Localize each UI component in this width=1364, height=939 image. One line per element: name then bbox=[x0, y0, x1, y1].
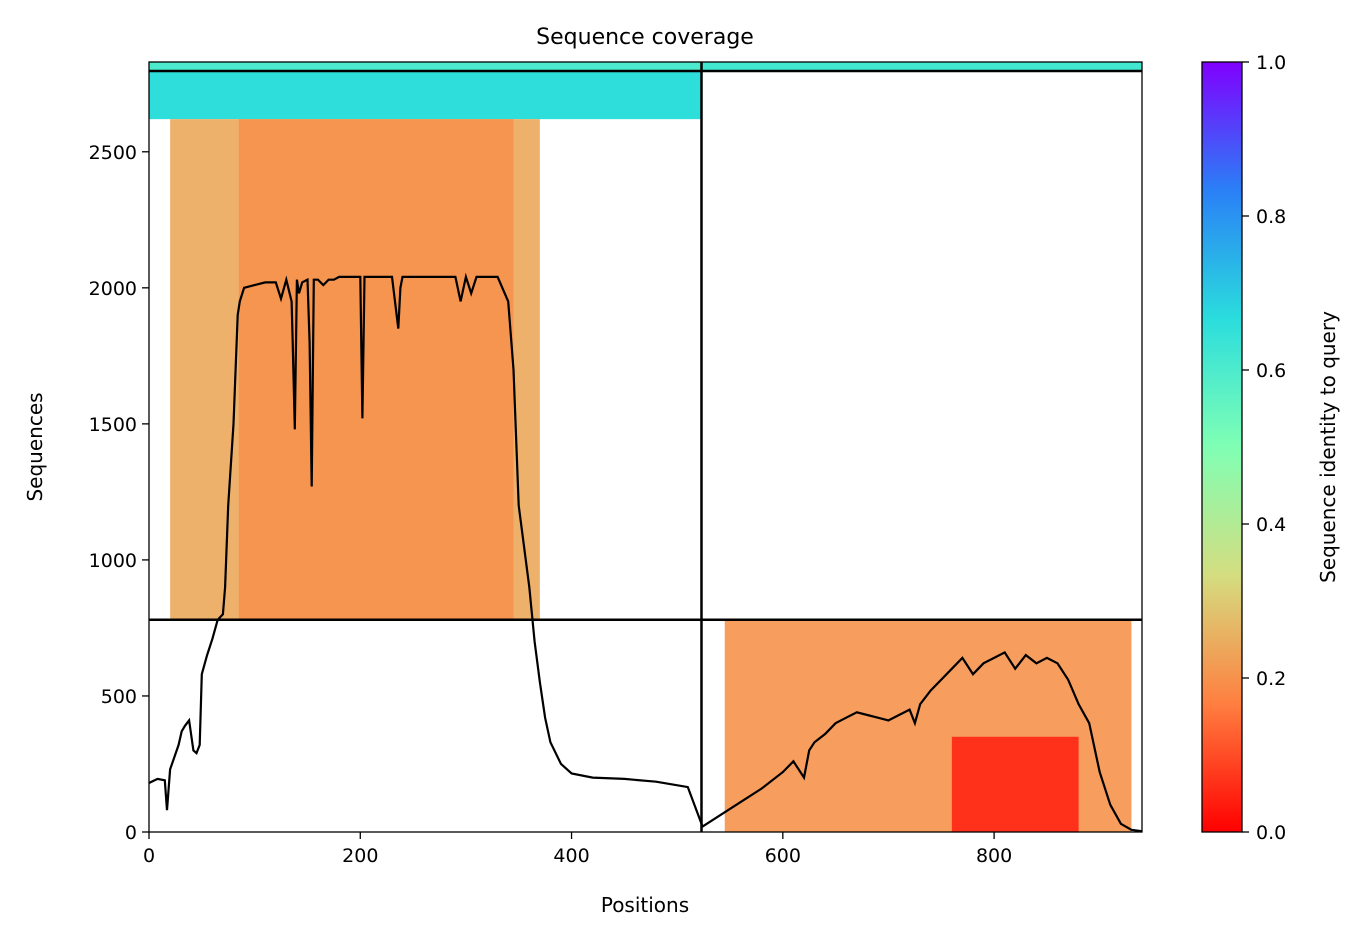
plot-area bbox=[149, 62, 1142, 832]
x-axis-ticks: 0 200 400 600 800 bbox=[143, 832, 1012, 867]
colorbar-tick-label: 0.4 bbox=[1256, 514, 1286, 536]
coverage-region bbox=[149, 70, 702, 120]
colorbar-tick-label: 0.2 bbox=[1256, 668, 1286, 690]
colorbar-tick-label: 0.8 bbox=[1256, 206, 1286, 228]
coverage-region bbox=[951, 736, 1079, 832]
coverage-region bbox=[238, 119, 514, 620]
x-tick-label: 0 bbox=[143, 845, 155, 867]
x-tick-label: 800 bbox=[976, 845, 1012, 867]
x-axis-label: Positions bbox=[601, 893, 689, 917]
x-tick-label: 200 bbox=[342, 845, 378, 867]
plot-frame bbox=[148, 61, 1143, 833]
colorbar-ticks: 0.0 0.2 0.4 0.6 0.8 1.0 bbox=[1242, 52, 1286, 844]
chart-title: Sequence coverage bbox=[536, 25, 754, 50]
y-tick-label: 1000 bbox=[89, 550, 137, 572]
colorbar-label: Sequence identity to query bbox=[1316, 311, 1340, 583]
colorbar-tick-label: 0.0 bbox=[1256, 822, 1286, 844]
colorbar-tick-label: 0.6 bbox=[1256, 360, 1286, 382]
coverage-heatmap bbox=[149, 62, 1142, 832]
x-tick-label: 600 bbox=[765, 845, 801, 867]
y-tick-label: 2000 bbox=[89, 278, 137, 300]
colorbar bbox=[1201, 61, 1243, 833]
y-tick-label: 1500 bbox=[89, 414, 137, 436]
x-tick-label: 400 bbox=[553, 845, 589, 867]
y-axis-ticks: 0 500 1000 1500 2000 2500 bbox=[89, 142, 149, 844]
coverage-region bbox=[149, 62, 702, 71]
coverage-line bbox=[149, 272, 1142, 832]
y-tick-label: 2500 bbox=[89, 142, 137, 164]
group-boundaries bbox=[149, 62, 1142, 832]
y-tick-label: 0 bbox=[125, 822, 137, 844]
coverage-region bbox=[701, 62, 1142, 71]
colorbar-tick-label: 1.0 bbox=[1256, 52, 1286, 74]
y-tick-label: 500 bbox=[101, 686, 137, 708]
y-axis-label: Sequences bbox=[23, 392, 47, 501]
